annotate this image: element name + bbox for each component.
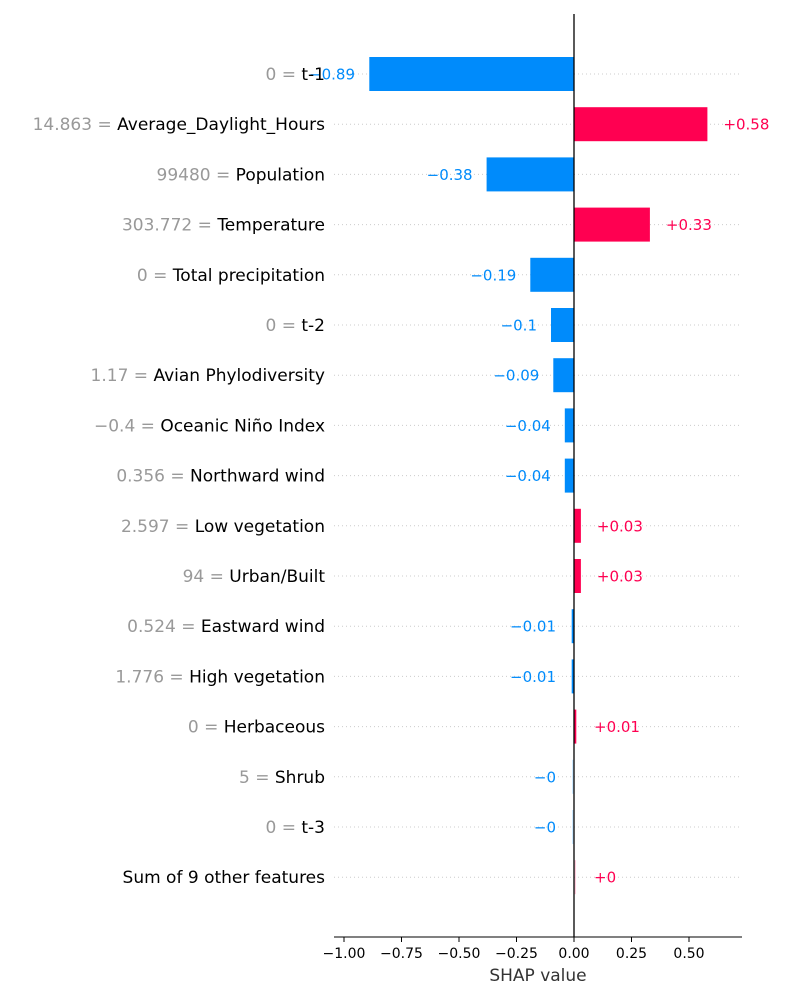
feature-value: 5 =: [239, 768, 275, 788]
shap-value-label: +0.03: [597, 517, 643, 535]
shap-value-label: +0.03: [597, 568, 643, 586]
shap-value-label: −0.04: [505, 467, 551, 485]
shap-bar: [551, 308, 574, 342]
shap-bar: [572, 759, 574, 794]
feature-name: Population: [236, 165, 325, 185]
shap-value-label: −0.09: [493, 367, 539, 385]
shap-bar: [574, 508, 581, 543]
shap-bar: [572, 810, 574, 844]
shap-value-label: +0: [594, 869, 616, 887]
x-tick-label: −0.50: [438, 946, 481, 962]
feature-value: 0 =: [137, 266, 173, 286]
shap-value-label: −0: [534, 768, 556, 786]
shap-value-label: −0.19: [470, 266, 516, 284]
feature-name: Oceanic Niño Index: [160, 416, 325, 436]
shap-value-label: −0.01: [510, 668, 556, 686]
feature-value: 0 =: [188, 718, 224, 738]
feature-label: 14.863 = Average_Daylight_Hours: [33, 115, 326, 135]
feature-name: Sum of 9 other features: [123, 868, 326, 888]
feature-name: Shrub: [275, 768, 325, 788]
feature-value: 0.356 =: [116, 467, 190, 487]
feature-label: 0 = Herbaceous: [188, 718, 325, 738]
x-tick-label: −0.25: [495, 946, 538, 962]
x-tick-label: −0.75: [380, 946, 423, 962]
feature-value: 2.597 =: [121, 517, 195, 537]
feature-name: Northward wind: [190, 467, 325, 487]
shap-bar: [564, 458, 574, 493]
shap-value-label: −0: [534, 819, 556, 837]
feature-value: 1.17 =: [91, 366, 154, 386]
shap-bar: [553, 358, 574, 393]
feature-name: Herbaceous: [224, 718, 325, 738]
shap-bar: [486, 157, 574, 192]
feature-name: Eastward wind: [201, 617, 325, 637]
feature-label: 1.776 = High vegetation: [115, 667, 325, 687]
shap-value-label: −0.89: [309, 66, 355, 84]
feature-label: 2.597 = Low vegetation: [121, 517, 325, 537]
feature-label: 303.772 = Temperature: [122, 216, 325, 236]
feature-name: High vegetation: [189, 667, 325, 687]
shap-bar: [369, 57, 574, 91]
x-tick-label: 0.50: [673, 946, 704, 962]
feature-label: 0.356 = Northward wind: [116, 467, 325, 487]
feature-name: Urban/Built: [229, 567, 325, 587]
feature-name: t-1: [301, 65, 325, 85]
feature-name: t-2: [301, 316, 325, 336]
x-tick-label: 0.25: [616, 946, 647, 962]
feature-label: −0.4 = Oceanic Niño Index: [94, 416, 325, 436]
shap-bar: [574, 559, 581, 593]
feature-value: 99480 =: [157, 165, 236, 185]
shap-bar: [574, 709, 577, 744]
feature-value: 14.863 =: [33, 115, 118, 135]
feature-value: 0 =: [266, 316, 302, 336]
feature-name: Low vegetation: [195, 517, 325, 537]
feature-name: Avian Phylodiversity: [153, 366, 325, 386]
feature-label: 94 = Urban/Built: [183, 567, 326, 587]
feature-label: 5 = Shrub: [239, 768, 325, 788]
shap-bar: [530, 257, 574, 292]
shap-bar: [574, 107, 708, 142]
feature-value: 1.776 =: [115, 667, 189, 687]
shap-bar: [574, 860, 576, 895]
feature-label: 0 = Total precipitation: [137, 266, 325, 286]
feature-label: 0 = t-1: [266, 65, 326, 85]
feature-value: 94 =: [183, 567, 230, 587]
axis-layer: −1.00 −0.75 −0.50 −0.25 0.00 0.25 0.50: [323, 14, 742, 962]
feature-value: 0 =: [266, 65, 302, 85]
x-axis-title: SHAP value: [489, 966, 586, 986]
feature-label: 99480 = Population: [157, 165, 325, 185]
feature-label: 0 = t-3: [266, 818, 326, 838]
feature-value: −0.4 =: [94, 416, 160, 436]
shap-value-label: −0.04: [505, 417, 551, 435]
shap-bar: [571, 659, 574, 694]
shap-bar: [574, 207, 650, 242]
feature-label: 1.17 = Avian Phylodiversity: [91, 366, 325, 386]
shap-value-label: −0.1: [501, 317, 537, 335]
feature-label: 0 = t-2: [266, 316, 326, 336]
x-tick-label: −1.00: [323, 946, 366, 962]
x-tick-label: 0.00: [558, 946, 589, 962]
feature-value: 303.772 =: [122, 216, 217, 236]
shap-value-label: +0.58: [723, 116, 769, 134]
bar-layer: [369, 57, 708, 895]
grid-layer: [334, 73, 742, 878]
feature-value: 0.524 =: [127, 617, 201, 637]
feature-name: Total precipitation: [172, 266, 325, 286]
feature-label: 0.524 = Eastward wind: [127, 617, 325, 637]
shap-value-label: −0.01: [510, 618, 556, 636]
shap-bar: [564, 408, 574, 443]
feature-label: Sum of 9 other features: [123, 868, 326, 888]
shap-value-label: −0.38: [427, 166, 473, 184]
shap-value-label: +0.01: [594, 718, 640, 736]
shap-bar: [571, 609, 574, 644]
feature-name: Average_Daylight_Hours: [117, 115, 325, 135]
feature-value: 0 =: [266, 818, 302, 838]
feature-name: Temperature: [216, 216, 325, 236]
shap-value-label: +0.33: [666, 216, 712, 234]
feature-name: t-3: [301, 818, 325, 838]
